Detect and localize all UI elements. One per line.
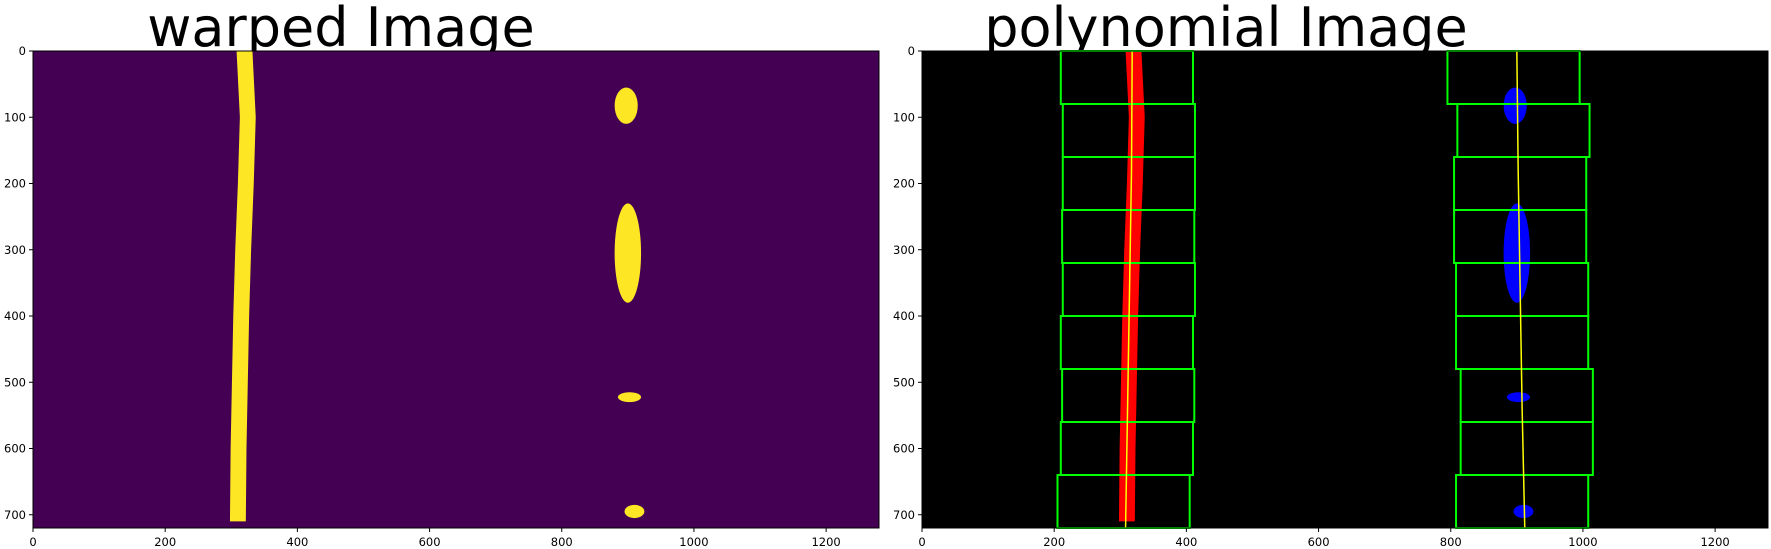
x-tick-label: 0	[918, 535, 925, 549]
warped-image-title: warped Image	[147, 0, 535, 59]
y-tick-label: 200	[893, 177, 915, 191]
y-tick-label: 200	[4, 177, 26, 191]
polynomial-image-axis-ticks: 0 200 400 600 800 1000 1200 0 100 200 300 400 500 600…	[893, 44, 1769, 549]
x-tick-label: 1200	[811, 535, 840, 549]
y-tick-label: 500	[4, 375, 26, 389]
right-lane-pixels	[1506, 392, 1531, 403]
right-lane-pixels	[1503, 87, 1527, 124]
y-tick-label: 300	[4, 243, 26, 257]
right-lane-pixels	[1503, 203, 1531, 303]
image-background	[922, 51, 1768, 528]
y-tick-label: 300	[893, 243, 915, 257]
polynomial-image-title: polynomial Image	[984, 0, 1468, 59]
left-fit-line	[1124, 50, 1133, 529]
x-tick-label: 1200	[1700, 535, 1729, 549]
y-tick-label: 100	[893, 110, 915, 124]
y-tick-label: 400	[4, 309, 26, 323]
y-tick-label: 700	[893, 508, 915, 522]
right-lane-pixels	[624, 504, 645, 519]
axes-frame	[921, 50, 1769, 529]
polynomial-image-area	[922, 50, 1768, 529]
x-tick-label: 800	[1440, 535, 1462, 549]
y-tick-label: 100	[4, 110, 26, 124]
warped-image-panel: warped Image 0 200 400 600 800 1000 1200 0 100 20…	[4, 0, 880, 549]
x-tick-label: 400	[286, 535, 308, 549]
y-tick-label: 600	[893, 442, 915, 456]
x-tick-label: 200	[154, 535, 176, 549]
y-tick-label: 700	[4, 508, 26, 522]
x-tick-label: 1000	[679, 535, 708, 549]
image-background	[33, 51, 879, 528]
right-fit-line	[1516, 50, 1526, 529]
right-lane-pixels	[617, 392, 642, 403]
y-tick-label: 600	[4, 442, 26, 456]
y-tick-label: 400	[893, 309, 915, 323]
warped-image-area	[33, 51, 879, 528]
x-tick-label: 600	[419, 535, 441, 549]
x-tick-label: 0	[29, 535, 36, 549]
left-lane-pixels	[1118, 51, 1145, 522]
polynomial-image-panel: polynomial Image 0 200 400 600 800 1000 1200 0 1…	[893, 0, 1769, 549]
left-lane-pixels	[229, 51, 256, 522]
right-lane-pixels	[614, 87, 638, 124]
y-tick-label: 0	[19, 44, 26, 58]
right-lane-pixels	[614, 203, 642, 303]
x-tick-label: 800	[551, 535, 573, 549]
x-tick-label: 200	[1043, 535, 1065, 549]
y-tick-label: 500	[893, 375, 915, 389]
x-tick-label: 400	[1175, 535, 1197, 549]
right-lane-pixels	[1513, 504, 1534, 519]
x-tick-label: 600	[1308, 535, 1330, 549]
warped-image-axis-ticks: 0 200 400 600 800 1000 1200 0 100 200 300 400 500 600…	[4, 44, 880, 549]
x-tick-label: 1000	[1568, 535, 1597, 549]
y-tick-label: 0	[908, 44, 915, 58]
axes-frame	[32, 50, 880, 529]
